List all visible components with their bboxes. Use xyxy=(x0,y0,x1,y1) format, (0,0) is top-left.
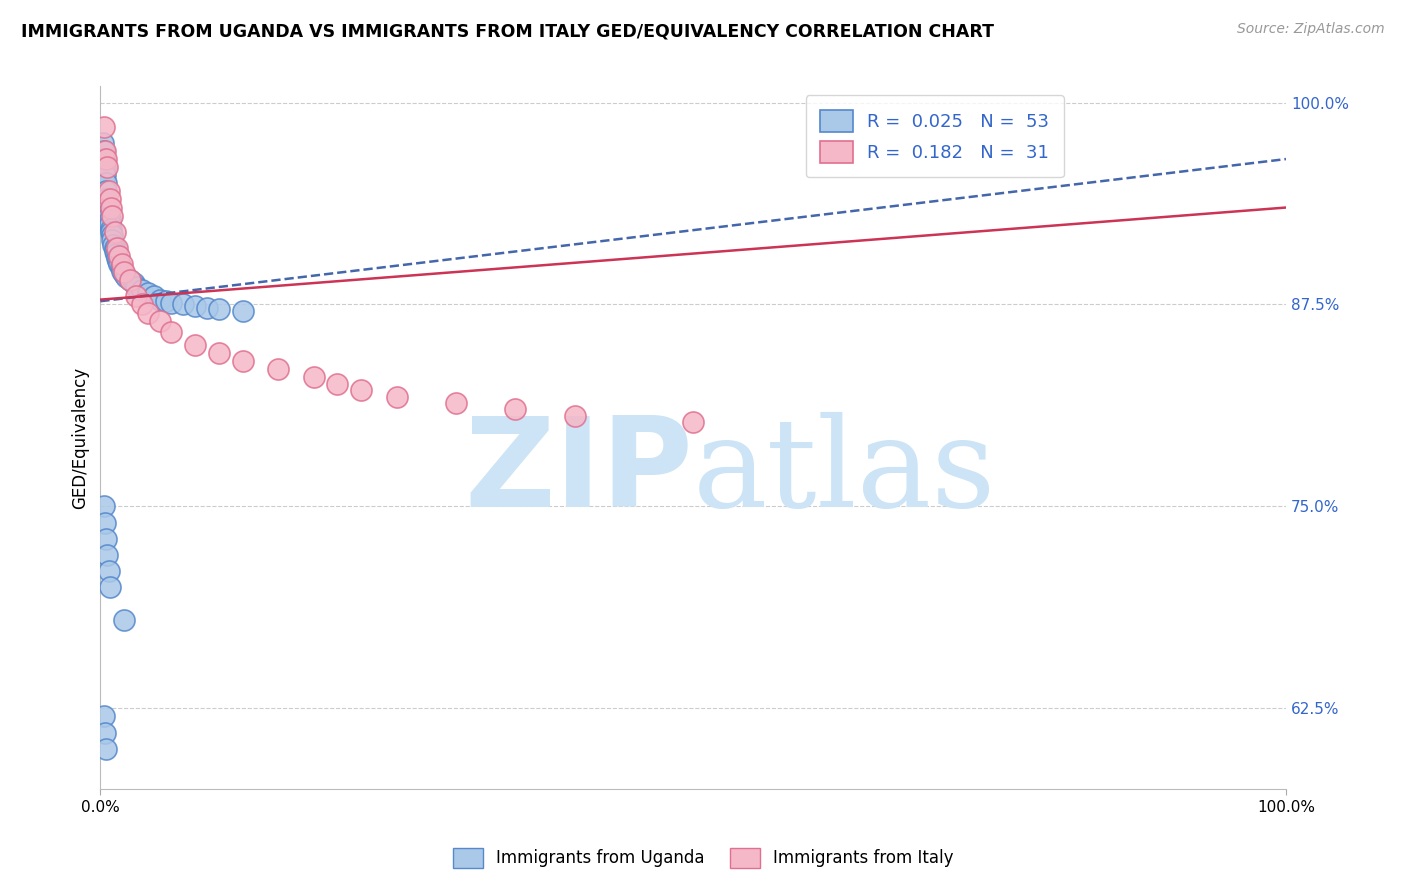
Point xyxy=(96,176,118,190)
Point xyxy=(195,301,218,315)
Point xyxy=(172,297,194,311)
Point xyxy=(105,241,128,255)
Point xyxy=(208,346,231,360)
Point xyxy=(105,251,128,265)
Legend: Immigrants from Uganda, Immigrants from Italy: Immigrants from Uganda, Immigrants from … xyxy=(446,841,960,875)
Point xyxy=(103,225,125,239)
Point xyxy=(96,152,118,166)
Point xyxy=(93,500,115,514)
Point xyxy=(97,205,120,219)
Point xyxy=(94,725,117,739)
Point xyxy=(94,144,117,158)
Text: Source: ZipAtlas.com: Source: ZipAtlas.com xyxy=(1237,22,1385,37)
Y-axis label: GED/Equivalency: GED/Equivalency xyxy=(72,367,89,508)
Point xyxy=(385,390,408,404)
Point xyxy=(96,201,118,215)
Point xyxy=(184,338,207,352)
Point xyxy=(100,201,122,215)
Point xyxy=(125,279,148,293)
Point xyxy=(96,185,118,199)
Legend: R =  0.025   N =  53, R =  0.182   N =  31: R = 0.025 N = 53, R = 0.182 N = 31 xyxy=(806,95,1063,178)
Point xyxy=(96,741,118,756)
Point xyxy=(232,354,254,368)
Point xyxy=(142,289,165,303)
Point xyxy=(100,225,122,239)
Point xyxy=(232,304,254,318)
Point xyxy=(112,265,135,279)
Point xyxy=(101,227,124,242)
Point xyxy=(115,270,138,285)
Point xyxy=(107,253,129,268)
Point xyxy=(136,286,159,301)
Point xyxy=(94,516,117,530)
Point xyxy=(97,209,120,223)
Point xyxy=(108,257,131,271)
Point xyxy=(98,211,121,226)
Point xyxy=(505,402,527,417)
Point xyxy=(96,195,118,210)
Point xyxy=(103,244,125,259)
Point xyxy=(564,409,586,423)
Point xyxy=(131,283,153,297)
Point xyxy=(101,233,124,247)
Point xyxy=(108,249,131,263)
Point xyxy=(93,120,115,134)
Point xyxy=(160,325,183,339)
Point xyxy=(155,294,177,309)
Point xyxy=(103,241,125,255)
Point xyxy=(93,144,115,158)
Point xyxy=(122,277,145,291)
Point xyxy=(96,193,118,207)
Point xyxy=(184,299,207,313)
Point xyxy=(94,168,117,182)
Point xyxy=(96,160,118,174)
Point xyxy=(110,260,132,275)
Point xyxy=(96,548,118,562)
Point xyxy=(97,185,120,199)
Point xyxy=(103,237,125,252)
Point xyxy=(111,263,134,277)
Point xyxy=(96,532,118,546)
Point xyxy=(350,383,373,397)
Point xyxy=(93,709,115,723)
Point xyxy=(149,313,172,327)
Point xyxy=(125,289,148,303)
Point xyxy=(326,376,349,391)
Text: atlas: atlas xyxy=(693,412,997,533)
Point xyxy=(149,293,172,307)
Text: IMMIGRANTS FROM UGANDA VS IMMIGRANTS FROM ITALY GED/EQUIVALENCY CORRELATION CHAR: IMMIGRANTS FROM UGANDA VS IMMIGRANTS FRO… xyxy=(21,22,994,40)
Point xyxy=(104,247,127,261)
Point xyxy=(267,362,290,376)
Point xyxy=(112,613,135,627)
Point xyxy=(682,416,704,430)
Point xyxy=(444,396,467,410)
Point xyxy=(91,136,114,150)
Point xyxy=(302,370,325,384)
Point xyxy=(208,302,231,317)
Point xyxy=(111,257,134,271)
Point xyxy=(160,296,183,310)
Point xyxy=(98,580,121,594)
Point xyxy=(97,564,120,578)
Point xyxy=(118,273,141,287)
Point xyxy=(98,193,121,207)
Point xyxy=(100,221,122,235)
Point xyxy=(118,273,141,287)
Point xyxy=(131,297,153,311)
Point xyxy=(101,209,124,223)
Point xyxy=(98,217,121,231)
Point xyxy=(112,267,135,281)
Point xyxy=(94,160,117,174)
Point xyxy=(136,305,159,319)
Text: ZIP: ZIP xyxy=(464,412,693,533)
Point xyxy=(93,152,115,166)
